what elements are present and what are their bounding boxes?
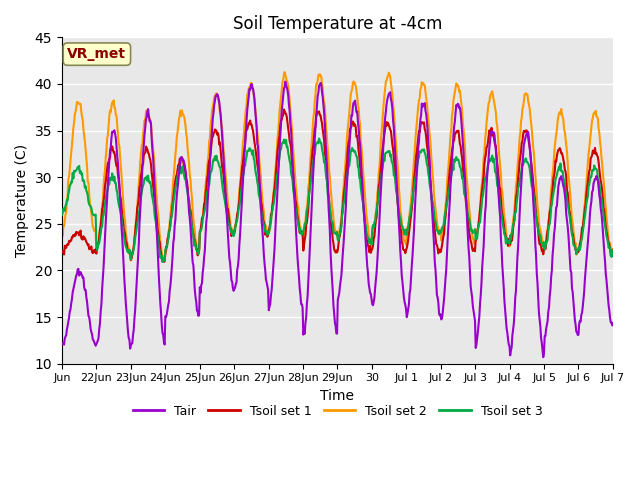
Y-axis label: Temperature (C): Temperature (C) (15, 144, 29, 257)
Text: VR_met: VR_met (67, 47, 127, 61)
X-axis label: Time: Time (321, 389, 355, 403)
Title: Soil Temperature at -4cm: Soil Temperature at -4cm (233, 15, 442, 33)
Legend: Tair, Tsoil set 1, Tsoil set 2, Tsoil set 3: Tair, Tsoil set 1, Tsoil set 2, Tsoil se… (127, 400, 547, 423)
